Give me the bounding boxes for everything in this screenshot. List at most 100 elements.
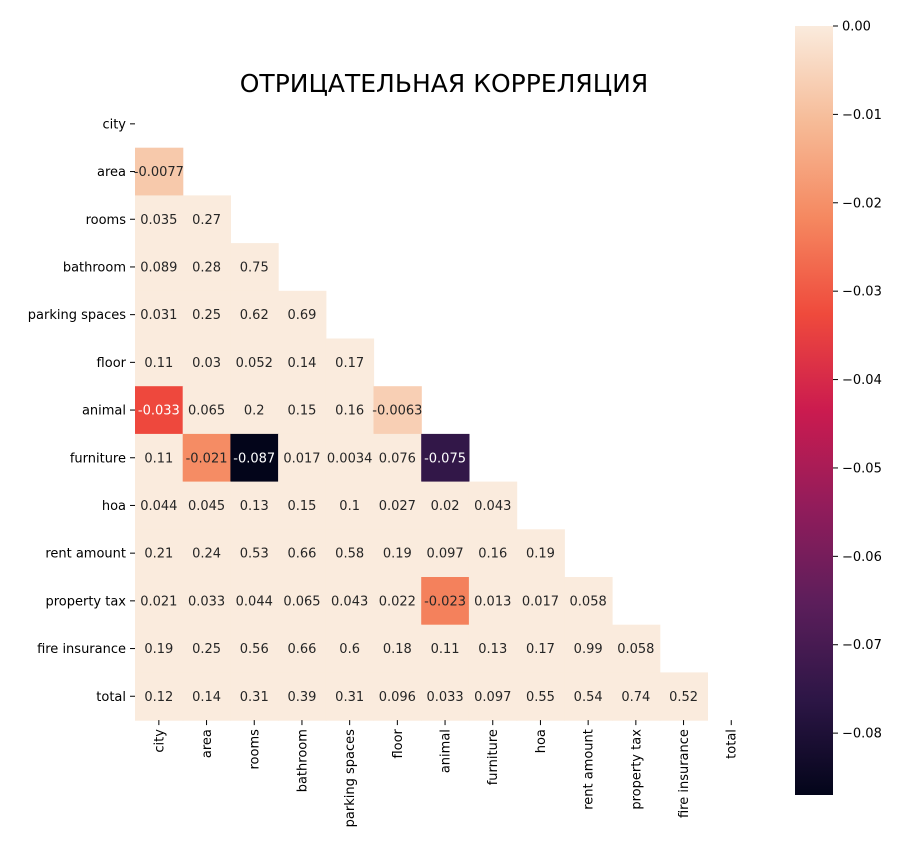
heatmap-cell bbox=[135, 243, 184, 292]
heatmap-cell bbox=[421, 529, 470, 578]
heatmap-cell bbox=[278, 529, 327, 578]
y-tick-label: rooms bbox=[86, 213, 127, 228]
cell-value-label: 0.2 bbox=[244, 404, 265, 419]
heatmap-cell bbox=[230, 386, 279, 435]
heatmap-cell bbox=[135, 481, 184, 530]
heatmap-cell bbox=[135, 529, 184, 578]
cell-value-label: 0.097 bbox=[474, 690, 511, 705]
cell-value-label: 0.17 bbox=[335, 356, 364, 371]
colorbar-tick-label: 0.00 bbox=[842, 20, 871, 35]
heatmap-cell bbox=[182, 195, 231, 244]
cell-value-label: 0.66 bbox=[287, 642, 316, 657]
y-tick-label: hoa bbox=[102, 499, 126, 514]
x-tick-label: hoa bbox=[534, 729, 549, 753]
colorbar: 0.00 −0.01 −0.02 −0.03 −0.04 −0.05 −0.06 −0.07 −… bbox=[795, 20, 882, 795]
chart-title: ОТРИЦАТЕЛЬНАЯ КОРРЕЛЯЦИЯ bbox=[240, 69, 649, 98]
heatmap-cell bbox=[325, 433, 375, 483]
cell-value-label: 0.065 bbox=[283, 594, 320, 609]
heatmap-cell bbox=[421, 481, 470, 530]
heatmap-cell bbox=[516, 624, 565, 673]
heatmap-cell bbox=[421, 577, 470, 626]
cell-value-label: 0.74 bbox=[621, 690, 650, 705]
heatmap-cell bbox=[278, 481, 327, 530]
heatmap-cell bbox=[325, 338, 375, 387]
colorbar-tick-label: −0.02 bbox=[842, 196, 882, 211]
cell-value-label: 0.99 bbox=[574, 642, 603, 657]
heatmap-cell bbox=[278, 624, 327, 673]
heatmap-cell bbox=[564, 577, 613, 626]
heatmap-cell bbox=[421, 433, 470, 483]
cell-value-label: 0.54 bbox=[574, 690, 603, 705]
cell-value-label: 0.035 bbox=[140, 213, 177, 228]
y-tick-label: city bbox=[102, 117, 126, 132]
heatmap-cell bbox=[230, 481, 279, 530]
x-tick-label: rent amount bbox=[582, 729, 597, 810]
cell-value-label: 0.66 bbox=[287, 547, 316, 562]
heatmap-cell bbox=[182, 624, 231, 673]
cell-value-label: -0.023 bbox=[424, 594, 466, 609]
cell-value-label: -0.075 bbox=[424, 451, 466, 466]
heatmap-cell bbox=[230, 243, 279, 292]
cell-value-label: 0.19 bbox=[144, 642, 173, 657]
cell-value-label: 0.39 bbox=[287, 690, 316, 705]
cell-value-label: 0.16 bbox=[335, 404, 364, 419]
heatmap-cell bbox=[325, 577, 375, 626]
cell-value-label: 0.13 bbox=[240, 499, 269, 514]
heatmap-cell bbox=[612, 624, 661, 673]
heatmap-cell bbox=[421, 672, 470, 721]
heatmap-cell bbox=[564, 672, 613, 721]
heatmap-cell bbox=[230, 624, 279, 673]
heatmap-cell bbox=[230, 290, 279, 340]
cell-value-label: 0.53 bbox=[240, 547, 269, 562]
colorbar-gradient bbox=[795, 26, 833, 795]
heatmap-cell bbox=[278, 338, 327, 387]
cell-value-label: -0.033 bbox=[138, 404, 180, 419]
heatmap-cell bbox=[182, 672, 231, 721]
heatmap-cell bbox=[135, 338, 184, 387]
heatmap-cell bbox=[373, 386, 422, 435]
cell-value-label: 0.1 bbox=[339, 499, 360, 514]
heatmap-cell bbox=[516, 672, 565, 721]
heatmap-cell bbox=[373, 577, 422, 626]
cell-value-label: -0.0063 bbox=[372, 404, 422, 419]
heatmap-cell bbox=[182, 338, 231, 387]
heatmap-cell bbox=[135, 577, 184, 626]
cell-value-label: 0.089 bbox=[140, 260, 177, 275]
x-tick-label: property tax bbox=[629, 729, 644, 810]
heatmap-cell bbox=[135, 147, 184, 196]
cell-value-label: -0.087 bbox=[233, 451, 275, 466]
heatmap-cell bbox=[516, 577, 565, 626]
cell-value-label: 0.065 bbox=[188, 404, 225, 419]
heatmap-cell bbox=[278, 672, 327, 721]
heatmap-cell bbox=[278, 433, 327, 483]
cell-value-label: 0.076 bbox=[379, 451, 416, 466]
cell-value-label: 0.017 bbox=[283, 451, 320, 466]
cell-value-label: 0.11 bbox=[144, 451, 173, 466]
heatmap-cell bbox=[135, 624, 184, 673]
cell-value-label: 0.045 bbox=[188, 499, 225, 514]
cell-value-label: 0.021 bbox=[140, 594, 177, 609]
cell-value-label: 0.6 bbox=[339, 642, 360, 657]
heatmap-cell bbox=[325, 481, 375, 530]
cell-value-label: 0.096 bbox=[379, 690, 416, 705]
heatmap-cell bbox=[468, 672, 518, 721]
cell-value-label: 0.58 bbox=[335, 547, 364, 562]
heatmap-cell bbox=[468, 577, 518, 626]
y-tick-label: animal bbox=[82, 404, 126, 419]
cell-value-label: 0.044 bbox=[236, 594, 273, 609]
heatmap-cell bbox=[659, 672, 708, 721]
heatmap-cell bbox=[278, 386, 327, 435]
heatmap-cell bbox=[182, 243, 231, 292]
heatmap-cell bbox=[182, 529, 231, 578]
heatmap-cell bbox=[373, 529, 422, 578]
cell-value-label: 0.14 bbox=[192, 690, 221, 705]
heatmap-cell bbox=[373, 433, 422, 483]
cell-value-label: 0.31 bbox=[335, 690, 364, 705]
heatmap-cell bbox=[135, 386, 184, 435]
heatmap-cell bbox=[468, 529, 518, 578]
heatmap-cell bbox=[325, 386, 375, 435]
cell-value-label: 0.097 bbox=[426, 547, 463, 562]
y-tick-label: fire insurance bbox=[37, 642, 126, 657]
heatmap-cell bbox=[182, 577, 231, 626]
